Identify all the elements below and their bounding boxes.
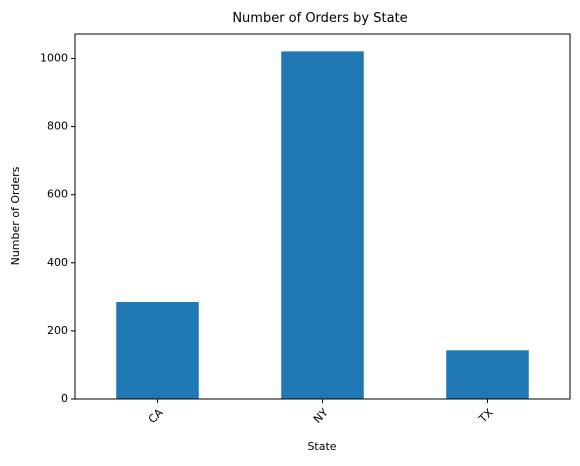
x-axis-label: State — [307, 440, 336, 453]
bars-group — [116, 51, 529, 400]
y-tick-label: 400 — [47, 256, 68, 269]
bar-ca — [116, 301, 199, 399]
y-tick-label: 200 — [47, 324, 68, 337]
chart-title: Number of Orders by State — [232, 11, 407, 26]
bar-tx — [446, 350, 529, 399]
y-tick-label: 800 — [47, 120, 68, 133]
y-axis-label: Number of Orders — [9, 166, 22, 265]
y-tick-label: 600 — [47, 188, 68, 201]
plot-frame — [74, 33, 571, 400]
bar-ny — [281, 51, 364, 400]
y-tick-label: 0 — [61, 392, 68, 405]
y-axis: 0 200 400 600 800 1000 — [40, 52, 75, 405]
y-tick-label: 1000 — [40, 52, 68, 65]
